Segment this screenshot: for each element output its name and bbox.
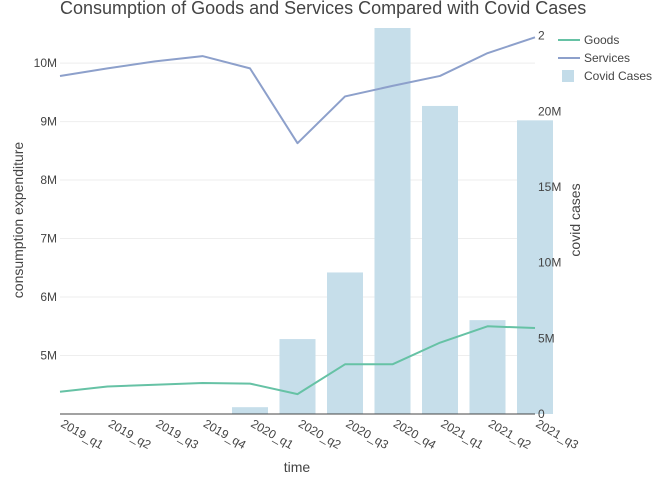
bar-covid-cases — [327, 272, 363, 414]
x-tick-label: 2021_q2 — [486, 416, 534, 452]
x-tick-label: 2019_q3 — [154, 416, 202, 452]
chart-title: Consumption of Goods and Services Compar… — [60, 0, 586, 18]
gridlines — [60, 62, 535, 357]
legend: Goods Services Covid Cases — [558, 33, 652, 83]
y-tick-label: 10M — [34, 56, 57, 70]
y2-tick-label: 5M — [538, 331, 555, 345]
x-tick-label: 2021_q3 — [534, 416, 582, 452]
line-services — [59, 36, 536, 145]
legend-label: Goods — [584, 33, 619, 47]
y2-tick-label: 20M — [538, 104, 561, 118]
bar-covid-cases — [517, 120, 553, 415]
y2-tick-label: 2 — [538, 29, 545, 43]
x-tick-label: 2019_q2 — [106, 416, 154, 452]
x-axis-label: time — [284, 459, 311, 475]
y2-axis-label: covid cases — [567, 183, 583, 256]
bar-covid-cases — [469, 320, 506, 414]
line-goods — [59, 325, 536, 396]
y-tick-label: 9M — [40, 115, 57, 129]
bar-covid-cases — [422, 105, 458, 415]
y-tick-label: 6M — [40, 290, 57, 304]
y-tick-label: 5M — [40, 349, 57, 363]
y-tick-label: 7M — [40, 232, 57, 246]
x-tick-label: 2019_q1 — [59, 416, 107, 452]
legend-label: Covid Cases — [584, 69, 652, 83]
x-tick-label: 2020_q3 — [344, 416, 392, 452]
bar-covid-cases — [279, 339, 316, 414]
bar-covid-cases — [374, 28, 411, 414]
legend-swatch-covid-cases — [562, 70, 574, 82]
x-tick-label: 2019_q4 — [201, 416, 249, 452]
y-axis-label: consumption expenditure — [10, 142, 26, 299]
x-tick-label: 2020_q2 — [296, 416, 344, 452]
x-tick-label: 2020_q4 — [391, 416, 439, 452]
bar-series-covid-cases — [232, 28, 553, 415]
x-tick-label: 2020_q1 — [249, 416, 297, 452]
bar-covid-cases — [232, 407, 268, 414]
x-tick-label: 2021_q1 — [439, 416, 487, 452]
line-series-group — [59, 36, 536, 396]
y2-tick-label: 15M — [538, 180, 561, 194]
y-tick-label: 8M — [40, 173, 57, 187]
y2-tick-label: 10M — [538, 256, 561, 270]
y2-tick-label: 0 — [538, 407, 545, 421]
legend-label: Services — [584, 51, 630, 65]
